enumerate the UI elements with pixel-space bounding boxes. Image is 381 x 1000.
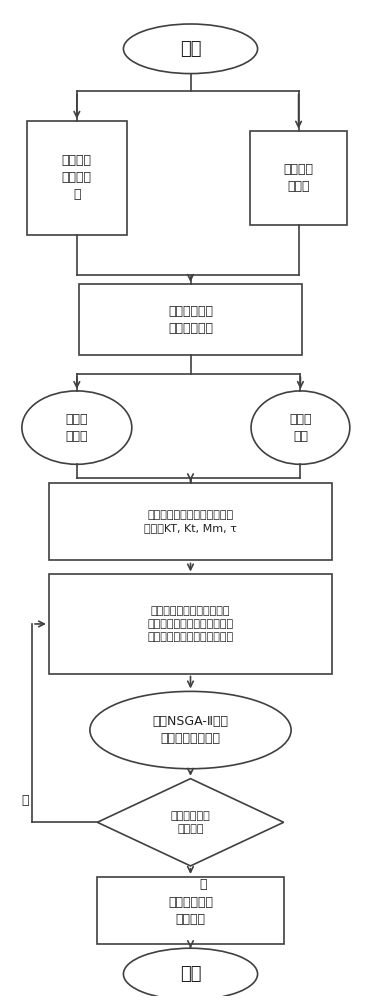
Text: 选取对性能指标影响较大的参
数变量KT, Kt, Mm, τ: 选取对性能指标影响较大的参 数变量KT, Kt, Mm, τ — [144, 510, 237, 533]
Text: 基于NSGA-Ⅱ算法
的多目标优化算法: 基于NSGA-Ⅱ算法 的多目标优化算法 — [152, 715, 229, 745]
Text: 是: 是 — [200, 878, 207, 891]
Bar — [27, 121, 127, 235]
Bar — [97, 877, 284, 944]
Text: 能量回
收率: 能量回 收率 — [289, 413, 312, 443]
Text: 结束: 结束 — [180, 965, 201, 983]
Text: 制动踏
板感觉: 制动踏 板感觉 — [66, 413, 88, 443]
Text: 电机再生
制动力模
型: 电机再生 制动力模 型 — [62, 154, 92, 201]
Text: 得到集成系统
优化参数: 得到集成系统 优化参数 — [168, 896, 213, 926]
Text: 液压制动
力模型: 液压制动 力模型 — [283, 163, 314, 193]
Bar — [49, 483, 332, 560]
Text: 设置参数变量，约束条件边
界，系统性能指标边界，将各
目标设置权值进行多目标优化: 设置参数变量，约束条件边 界，系统性能指标边界，将各 目标设置权值进行多目标优化 — [147, 606, 234, 642]
Text: 否: 否 — [21, 794, 29, 807]
Bar — [79, 284, 302, 355]
Text: 开始: 开始 — [180, 40, 201, 58]
Bar — [250, 131, 347, 225]
Text: 复合制动系统
性能评价指标: 复合制动系统 性能评价指标 — [168, 305, 213, 335]
Bar — [49, 574, 332, 674]
Text: 是否达到集成
系统最优: 是否达到集成 系统最优 — [171, 811, 210, 834]
